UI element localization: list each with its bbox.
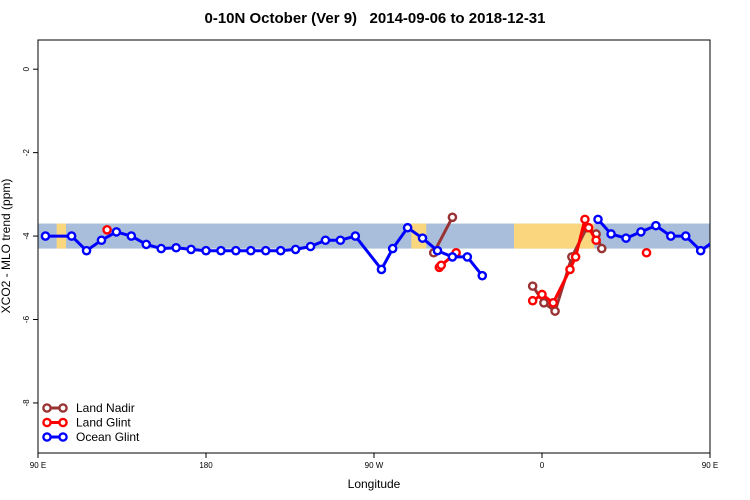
chart-title: 0-10N October (Ver 9) 2014-09-06 to 2018… xyxy=(204,10,546,27)
land-glint-point xyxy=(102,225,112,235)
y-axis-label: XCO2 - MLO trend (ppm) xyxy=(0,179,13,314)
x-tick-label: 180 xyxy=(199,461,213,470)
ocean-glint-point xyxy=(376,264,387,275)
legend-land-nadir-label: Land Nadir xyxy=(76,401,135,415)
ocean-glint-point xyxy=(81,245,92,256)
x-tick-label: 90 E xyxy=(30,461,46,470)
ocean-glint-point xyxy=(290,244,301,255)
legend-land-nadir-marker xyxy=(58,403,68,413)
ocean-glint-point xyxy=(320,235,331,246)
legend-ocean-glint-marker xyxy=(58,432,68,442)
ocean-glint-point xyxy=(186,244,196,255)
y-tick-label: -8 xyxy=(22,399,31,407)
land-glint-point xyxy=(436,260,447,271)
ocean-glint-point xyxy=(335,235,346,246)
ocean-glint-point xyxy=(387,243,398,254)
legend-land-nadir-marker xyxy=(42,403,52,413)
ocean-glint-point xyxy=(417,233,428,243)
ocean-glint-point xyxy=(40,231,51,241)
ocean-glint-point xyxy=(477,270,488,281)
ocean-glint-point xyxy=(695,245,706,256)
ocean-glint-point xyxy=(680,231,691,241)
series-layer xyxy=(40,212,749,316)
legend-land-glint-label: Land Glint xyxy=(76,416,131,430)
land-nadir-point xyxy=(527,281,538,291)
ocean-glint-point xyxy=(462,252,473,262)
ocean-glint-point xyxy=(402,222,413,233)
land-nadir-point xyxy=(447,212,458,223)
y-tick-label: -2 xyxy=(22,149,31,157)
ocean-glint-point xyxy=(432,245,443,256)
land-glint-point xyxy=(641,247,652,258)
x-tick-label: 90 W xyxy=(365,461,384,470)
land-glint-point xyxy=(734,226,741,233)
land-nadir-point xyxy=(596,243,607,254)
ocean-glint-point xyxy=(216,245,226,256)
ocean-glint-point xyxy=(621,233,631,243)
ocean-glint-point xyxy=(350,231,361,241)
x-axis: 90 E 180 90 W 0 90 E xyxy=(30,453,718,470)
land-glint-point xyxy=(570,252,581,262)
ocean-glint-point xyxy=(651,220,661,231)
legend-land-glint-marker xyxy=(42,417,52,428)
land-nadir-point xyxy=(539,298,549,308)
legend-ocean-glint-marker xyxy=(42,432,52,442)
ocean-glint-point xyxy=(606,229,616,239)
land-patch xyxy=(729,224,738,249)
ocean-glint-point xyxy=(666,231,676,241)
land-glint-point xyxy=(537,289,547,300)
ocean-glint-point xyxy=(201,245,211,256)
ocean-glint-point xyxy=(141,239,152,250)
x-tick-label: 0 xyxy=(540,461,545,470)
ocean-glint-point xyxy=(171,242,181,253)
land-glint-point xyxy=(580,214,590,225)
y-tick-label: -6 xyxy=(22,315,31,323)
land-glint-point xyxy=(527,295,538,306)
ocean-glint-point xyxy=(742,232,749,239)
ocean-glint-point xyxy=(66,231,77,241)
ocean-glint-point xyxy=(593,214,603,225)
y-tick-label: -4 xyxy=(22,232,31,240)
ocean-glint-point xyxy=(275,245,286,256)
ocean-glint-point xyxy=(447,252,458,262)
ocean-glint-point xyxy=(260,245,271,256)
land-nadir-point xyxy=(550,306,560,316)
ocean-glint-point xyxy=(636,227,646,237)
land-glint-point xyxy=(583,222,594,233)
ocean-glint-point xyxy=(96,235,107,246)
land-glint-point xyxy=(548,298,559,308)
ocean-glint-point xyxy=(305,241,316,252)
x-axis-label: Longitude xyxy=(348,477,401,491)
ocean-glint-point xyxy=(111,227,122,237)
ocean-glint-point xyxy=(712,237,719,244)
land-glint-point xyxy=(591,235,601,246)
x-tick-label: 90 E xyxy=(702,461,718,470)
ocean-glint-point xyxy=(245,245,256,256)
land-glint-point xyxy=(565,264,575,275)
ocean-glint-point xyxy=(727,228,734,235)
legend-land-glint-marker xyxy=(58,417,68,428)
y-axis: 0 -2 -4 -6 -8 xyxy=(22,66,38,407)
ocean-glint-point xyxy=(126,231,137,241)
ocean-glint-point xyxy=(156,243,166,254)
y-tick-label: 0 xyxy=(22,66,31,71)
legend-ocean-glint-label: Ocean Glint xyxy=(76,430,140,444)
ocean-glint-point xyxy=(231,245,241,256)
